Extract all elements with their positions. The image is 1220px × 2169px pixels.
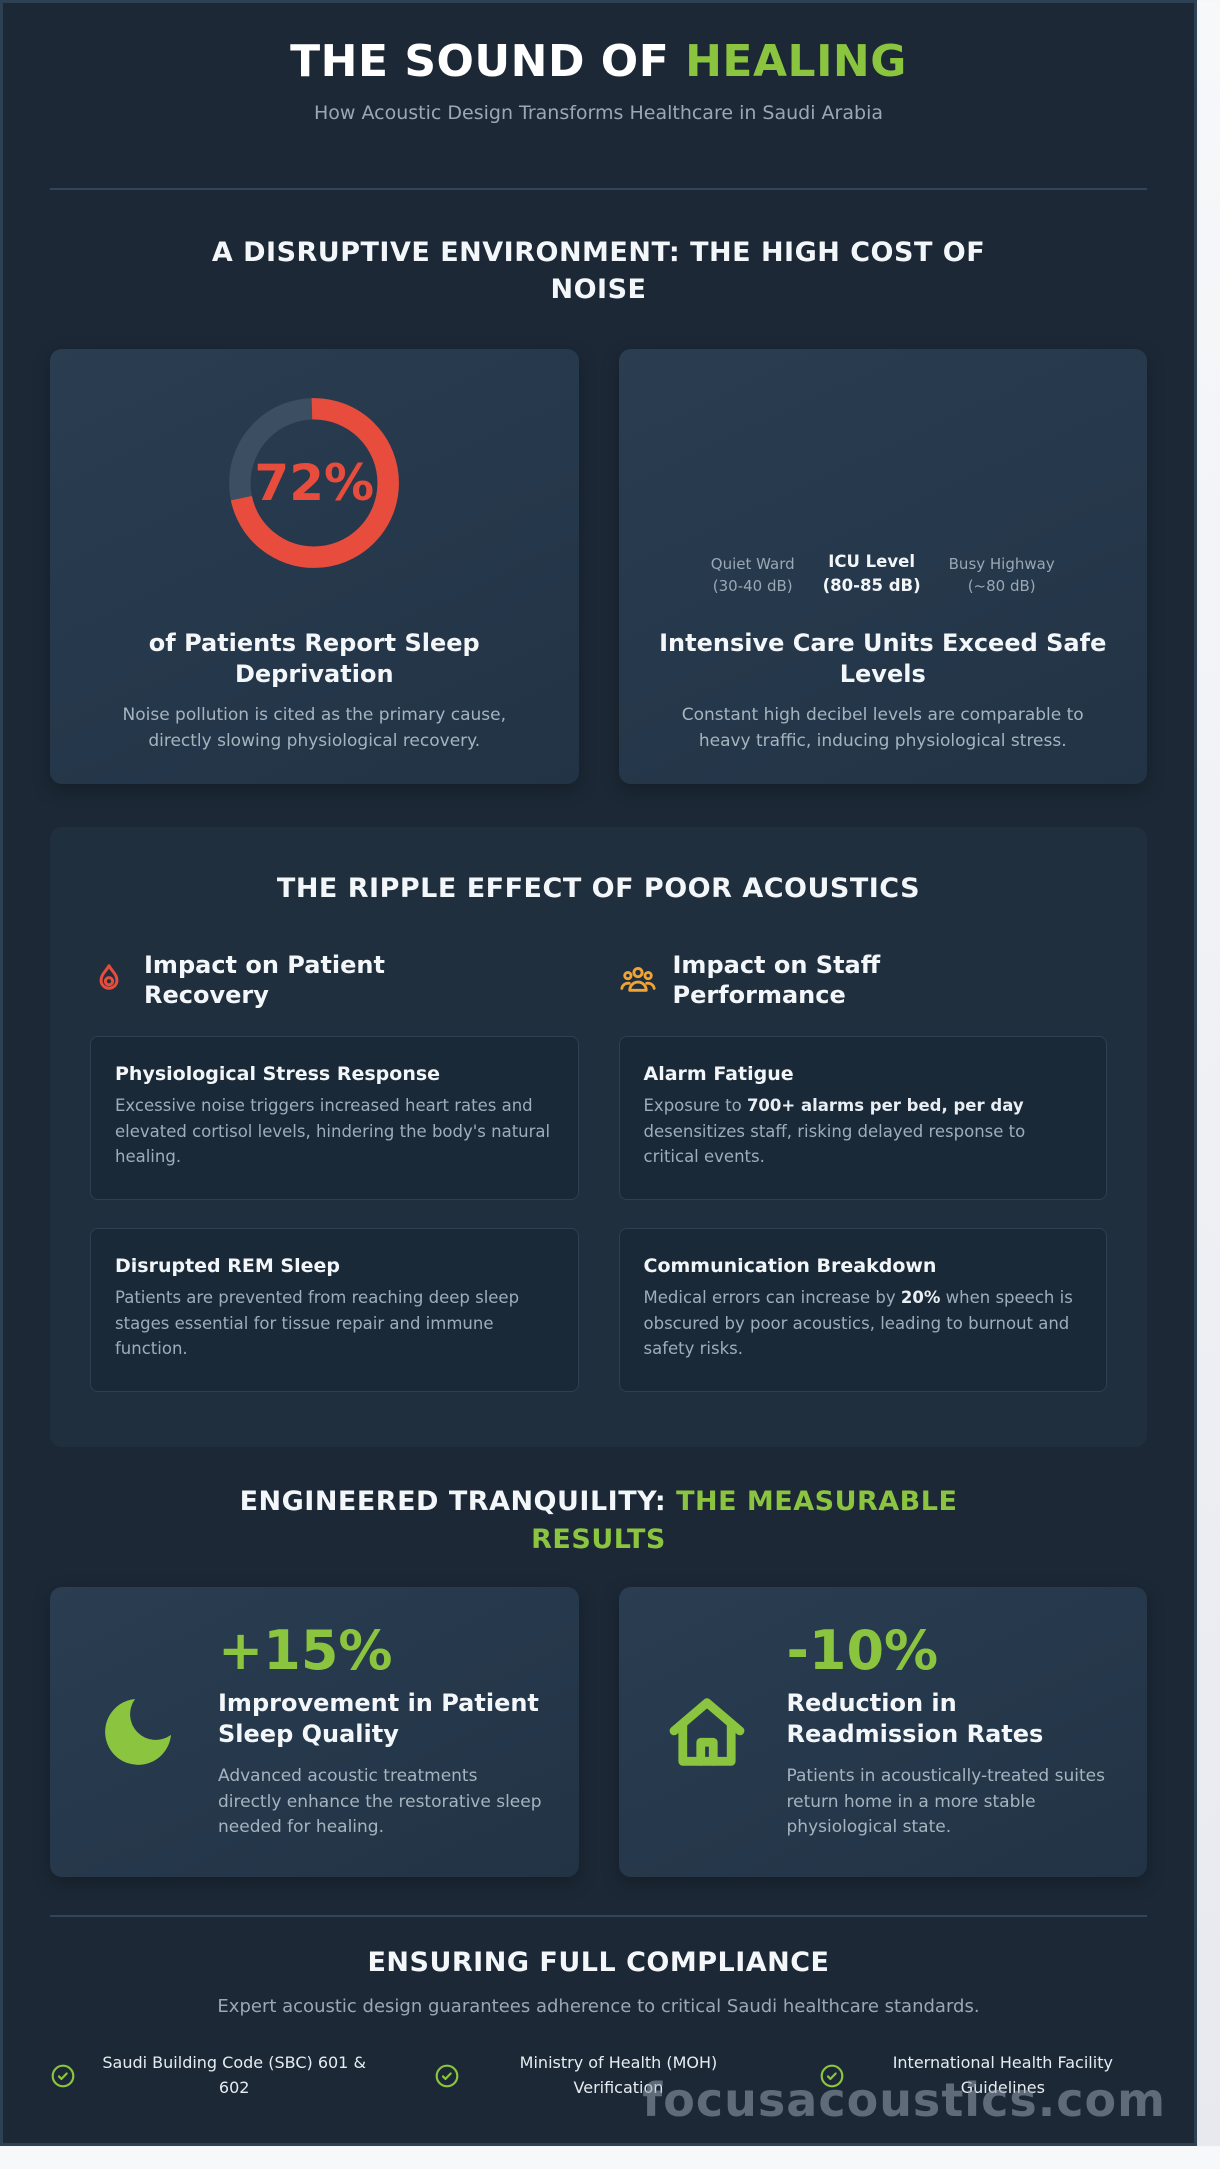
- sleep-quality-description: Advanced acoustic treatments directly en…: [218, 1766, 542, 1838]
- compliance-item-moh: Ministry of Health (MOH) Verification: [434, 2051, 762, 2101]
- db-label-busy-highway: Busy Highway (~80 dB): [948, 555, 1055, 596]
- donut-percent-label: 72%: [254, 454, 375, 513]
- db-label-quiet-ward: Quiet Ward (30-40 dB): [710, 555, 795, 596]
- flame-icon: [90, 961, 128, 999]
- compliance-item-sbc: Saudi Building Code (SBC) 601 & 602: [50, 2051, 378, 2101]
- sleep-deprivation-card: 72% of Patients Report Sleep Deprivation…: [50, 349, 579, 785]
- ripple-effect-card: THE RIPPLE EFFECT OF POOR ACOUSTICS Impa…: [50, 827, 1147, 1448]
- results-cards-row: +15% Improvement in Patient Sleep Qualit…: [50, 1586, 1147, 1877]
- donut-ring: 72%: [216, 385, 412, 581]
- moon-icon: [92, 1688, 184, 1776]
- compliance-row: Saudi Building Code (SBC) 601 & 602 Mini…: [50, 2051, 1147, 2101]
- db-labels-row: Quiet Ward (30-40 dB) ICU Level (80-85 d…: [649, 550, 1118, 598]
- users-group-icon: [619, 961, 657, 999]
- db-label-icu-level: ICU Level (80-85 dB): [822, 551, 921, 595]
- donut-svg: [229, 398, 400, 569]
- impact-item-stress-response: Physiological Stress Response Excessive …: [90, 1036, 579, 1201]
- stat-cards-row: 72% of Patients Report Sleep Deprivation…: [50, 349, 1147, 785]
- sleep-quality-value: +15%: [218, 1619, 393, 1682]
- impact-header-staff: Impact on Staff Performance: [619, 950, 1108, 1010]
- sleep-card-description: Noise pollution is cited as the primary …: [122, 705, 507, 751]
- impact-columns: Impact on Patient Recovery Physiological…: [90, 950, 1108, 1393]
- check-circle-icon: [50, 2063, 76, 2089]
- compliance-title: ENSURING FULL COMPLIANCE: [367, 1946, 830, 1978]
- impact-item-rem-sleep: Disrupted REM Sleep Patients are prevent…: [90, 1228, 579, 1393]
- compliance-item-international: International Health Facility Guidelines: [819, 2051, 1147, 2101]
- impact-item-communication-breakdown: Communication Breakdown Medical errors c…: [618, 1228, 1107, 1393]
- sleep-quality-result-text: +15% Improvement in Patient Sleep Qualit…: [218, 1619, 545, 1841]
- impact-header-patient: Impact on Patient Recovery: [90, 950, 579, 1010]
- sleep-quality-title: Improvement in Patient Sleep Quality: [218, 1688, 539, 1748]
- impact-items-staff: Alarm Fatigue Exposure to 700+ alarms pe…: [618, 1036, 1107, 1393]
- impact-column-patient: Impact on Patient Recovery Physiological…: [90, 950, 579, 1393]
- infographic-page: THE SOUND OF HEALING How Acoustic Design…: [0, 0, 1197, 2146]
- page-title-white: THE SOUND OF: [290, 36, 686, 87]
- impact-heading-patient: Impact on Patient Recovery: [144, 951, 385, 1010]
- icu-card-title: Intensive Care Units Exceed Safe Levels: [659, 628, 1107, 688]
- readmission-title: Reduction in Readmission Rates: [786, 1688, 1044, 1748]
- sleep-card-title: of Patients Report Sleep Deprivation: [148, 628, 480, 688]
- impact-item-alarm-fatigue: Alarm Fatigue Exposure to 700+ alarms pe…: [618, 1036, 1107, 1201]
- page-title-green: HEALING: [685, 36, 907, 87]
- results-title-green: THE MEASURABLE RESULTS: [531, 1486, 958, 1555]
- impact-heading-staff: Impact on Staff Performance: [672, 951, 881, 1010]
- page-title: THE SOUND OF HEALING: [50, 36, 1147, 88]
- section-title-results: ENGINEERED TRANQUILITY: THE MEASURABLE R…: [239, 1483, 959, 1559]
- divider: [50, 187, 1147, 190]
- results-title-white: ENGINEERED TRANQUILITY:: [239, 1486, 677, 1518]
- donut-chart: 72%: [80, 383, 549, 622]
- check-circle-icon: [819, 2063, 845, 2089]
- divider: [50, 1914, 1147, 1917]
- readmission-value: -10%: [786, 1619, 939, 1682]
- house-icon: [661, 1688, 753, 1776]
- check-circle-icon: [434, 2063, 460, 2089]
- icu-decibel-card: Quiet Ward (30-40 dB) ICU Level (80-85 d…: [618, 349, 1147, 785]
- readmission-description: Patients in acoustically-treated suites …: [786, 1766, 1105, 1838]
- readmission-result-card: -10% Reduction in Readmission Rates Pati…: [618, 1586, 1147, 1877]
- compliance-subtitle: Expert acoustic design guarantees adhere…: [217, 1995, 980, 2017]
- icu-card-description: Constant high decibel levels are compara…: [681, 705, 1084, 751]
- impact-column-staff: Impact on Staff Performance Alarm Fatigu…: [618, 950, 1108, 1393]
- readmission-result-text: -10% Reduction in Readmission Rates Pati…: [786, 1619, 1114, 1841]
- ripple-section-title: THE RIPPLE EFFECT OF POOR ACOUSTICS: [276, 873, 921, 905]
- db-bar-chart: Quiet Ward (30-40 dB) ICU Level (80-85 d…: [649, 383, 1118, 622]
- impact-items-patient: Physiological Stress Response Excessive …: [90, 1036, 579, 1393]
- page-subtitle: How Acoustic Design Transforms Healthcar…: [314, 101, 883, 124]
- section-title-noise: A DISRUPTIVE ENVIRONMENT: THE HIGH COST …: [211, 236, 986, 306]
- sleep-quality-result-card: +15% Improvement in Patient Sleep Qualit…: [50, 1586, 579, 1877]
